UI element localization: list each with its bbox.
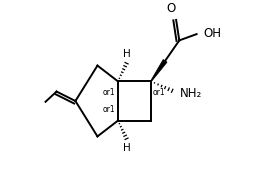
Text: or1: or1 [153, 88, 165, 97]
Text: or1: or1 [103, 105, 116, 114]
Text: or1: or1 [103, 88, 116, 97]
Text: NH₂: NH₂ [180, 87, 202, 100]
Text: H: H [123, 49, 131, 59]
Text: OH: OH [204, 27, 222, 40]
Text: O: O [167, 2, 176, 15]
Text: H: H [123, 143, 131, 153]
Polygon shape [151, 60, 167, 82]
